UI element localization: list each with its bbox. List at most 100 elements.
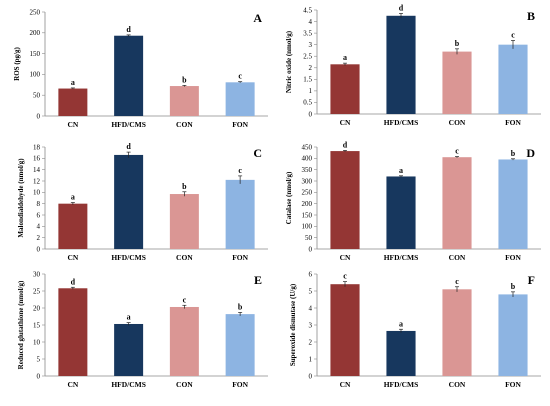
bar-con [442,51,472,114]
bar-con [169,194,199,249]
bar-cn [330,151,360,249]
y-tick-label: 2 [309,338,313,346]
y-axis-label: Catalase (nmol/g) [285,171,293,224]
y-tick-label: 0 [309,245,313,253]
y-axis-label: Nitric oxide (nmol/g) [285,30,293,93]
bar-fon [498,44,528,114]
significance-label: c [343,272,347,281]
bar-fon [225,82,255,116]
significance-label: a [399,166,403,175]
significance-label: a [71,193,75,202]
y-tick-label: 250 [30,8,41,16]
x-category-label: HFD/CMS [111,380,146,389]
y-tick-label: 25 [33,287,41,295]
y-tick-label: 5 [309,287,313,295]
significance-label: a [127,313,131,322]
y-tick-label: 18 [33,143,41,151]
bar-hfd-cms [386,176,416,249]
y-axis-label: Malondialdehyde (nmol/g) [17,158,25,238]
bar-hfd-cms [114,35,144,116]
significance-label: d [126,142,131,151]
x-category-label: FON [232,380,248,389]
bar-fon [498,159,528,249]
panel-f: 0 1 2 3 4 5 6 Superoxide dismutase (U/g) Fc CN a HF… [289,270,541,389]
significance-label: d [126,25,131,34]
panel-letter: E [254,273,262,287]
y-tick-label: 0 [309,110,313,118]
significance-label: b [511,149,516,158]
significance-label: c [455,147,459,156]
bar-cn [58,288,88,376]
bar-hfd-cms [386,15,416,114]
y-tick-label: 1 [309,355,313,363]
x-category-label: CN [340,118,351,127]
bar-hfd-cms [114,323,144,376]
y-tick-label: 8 [37,200,41,208]
x-category-label: FON [505,118,521,127]
significance-label: d [399,3,404,12]
y-tick-label: 1.5 [303,76,312,84]
y-tick-label: 4.5 [303,6,312,14]
significance-label: c [238,166,242,175]
y-tick-label: 3 [309,321,313,329]
x-category-label: CN [67,253,78,262]
y-tick-label: 3.5 [303,29,312,37]
bar-con [169,86,199,116]
x-category-label: FON [505,380,521,389]
x-category-label: HFD/CMS [384,253,419,262]
bar-fon [498,294,528,376]
y-tick-label: 4 [37,223,41,231]
y-tick-label: 5 [37,355,41,363]
x-category-label: CON [449,118,466,127]
panel-b: 0 0.5 1 1.5 2 2.5 3 3.5 4 4.5 Nitric oxide (nmol/g… [285,3,541,127]
y-tick-label: 0 [37,112,41,120]
y-tick-label: 2 [309,64,313,72]
panel-e: 0 5 10 15 20 25 30 Reduced glutathione (nmol/g)… [17,270,268,389]
bar-cn [330,284,360,376]
x-category-label: FON [232,253,248,262]
significance-label: a [343,53,347,62]
x-category-label: CON [176,120,193,129]
y-tick-label: 0 [37,245,41,253]
x-category-label: CON [449,380,466,389]
y-tick-label: 6 [37,211,41,219]
bar-hfd-cms [114,154,144,249]
y-tick-label: 400 [302,155,313,163]
bar-cn [58,88,88,116]
x-category-label: CN [340,380,351,389]
x-category-label: HFD/CMS [111,120,146,129]
y-tick-label: 12 [33,177,41,185]
x-category-label: HFD/CMS [384,118,419,127]
y-tick-label: 50 [33,92,41,100]
x-category-label: HFD/CMS [384,380,419,389]
significance-label: a [71,78,75,87]
significance-label: a [399,319,403,328]
y-tick-label: 4 [309,304,313,312]
y-tick-label: 2.5 [303,53,312,61]
bar-cn [330,64,360,114]
y-tick-label: 0.5 [303,99,312,107]
y-axis-label: Reduced glutathione (nmol/g) [17,280,25,369]
x-category-label: FON [505,253,521,262]
y-tick-label: 100 [30,71,41,79]
y-axis-label: Superoxide dismutase (U/g) [289,283,297,366]
panel-letter: C [253,146,262,160]
y-tick-label: 20 [33,304,41,312]
y-tick-label: 0 [309,372,313,380]
significance-label: b [182,75,187,84]
y-tick-label: 200 [302,200,313,208]
x-category-label: FON [232,120,248,129]
significance-label: b [455,39,460,48]
significance-label: c [238,72,242,81]
x-category-label: HFD/CMS [111,253,146,262]
y-axis-label: ROS (pg/g) [13,47,21,81]
significance-label: d [343,140,348,149]
bar-fon [225,179,255,249]
y-tick-label: 1 [309,87,313,95]
significance-label: c [183,295,187,304]
bar-hfd-cms [386,330,416,376]
panel-letter: F [528,273,535,287]
x-category-label: CN [340,253,351,262]
x-category-label: CN [67,120,78,129]
